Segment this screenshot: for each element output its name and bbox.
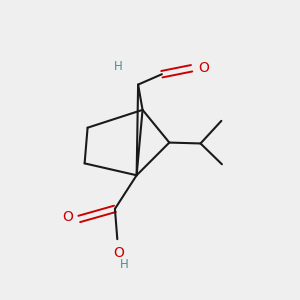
Text: H: H xyxy=(120,259,129,272)
Text: O: O xyxy=(62,211,73,224)
Text: H: H xyxy=(113,60,122,73)
Text: O: O xyxy=(113,246,124,260)
Text: O: O xyxy=(198,61,209,75)
